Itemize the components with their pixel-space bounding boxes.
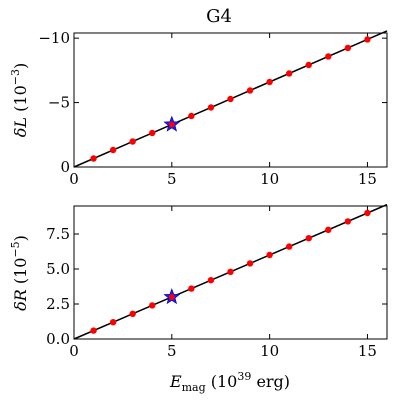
ticks-top: 0 5 10 15 0 −5 −10 (38, 29, 387, 188)
data-point-bottom (364, 209, 371, 217)
data-point-bottom (109, 319, 117, 326)
data-point-top (129, 138, 136, 145)
x-tick-label-top: 10 (260, 170, 279, 188)
x-tick-label-bottom: 5 (167, 342, 177, 360)
panel-bottom: 0 5 10 15 0.0 2.5 5.0 7.5 δR (10−5) Emag (1039 … (9, 203, 388, 394)
x-tick-label-bottom: 10 (260, 342, 279, 360)
data-point-bottom (149, 302, 156, 309)
plot-frame-top (73, 32, 388, 168)
x-tick-label-top: 0 (69, 170, 79, 188)
y-tick-label-top: 0 (60, 158, 70, 176)
data-point-top (109, 146, 117, 154)
y-tick-label-bottom: 5.0 (46, 260, 70, 278)
data-point-bottom (129, 310, 136, 317)
data-point-bottom (344, 218, 352, 225)
data-point-top (364, 36, 371, 43)
ticks-bottom: 0 5 10 15 0.0 2.5 5.0 7.5 (46, 206, 387, 360)
data-point-bottom (325, 226, 332, 233)
data-point-top (227, 95, 234, 103)
y-tick-label-bottom: 2.5 (46, 295, 70, 313)
data-point-top (246, 87, 254, 94)
data-point-bottom (227, 268, 234, 275)
y-tick-label-top: −5 (48, 94, 70, 112)
x-tick-label-top: 5 (167, 170, 177, 188)
x-tick-label-bottom: 0 (69, 342, 79, 360)
data-point-bottom (285, 243, 293, 250)
x-tick-label-bottom: 15 (358, 342, 377, 360)
data-point-top (266, 78, 273, 86)
plot-frame-bottom (73, 205, 388, 340)
data-point-top (344, 44, 352, 52)
data-point-top (207, 104, 215, 111)
data-point-top (305, 61, 312, 69)
data-point-top (149, 129, 156, 137)
points-bottom (90, 209, 371, 334)
star-center-point-bottom (168, 294, 175, 300)
data-point-top (325, 53, 332, 60)
y-tick-label-top: −10 (38, 29, 70, 47)
y-axis-label-bottom: δR (10−5) (9, 235, 30, 311)
data-point-bottom (90, 327, 97, 334)
data-point-top (188, 112, 195, 120)
panel-top: G4 0 5 10 15 0 −5 −10 δL (10−3) (9, 6, 388, 188)
x-axis-label: Emag (1039 erg) (169, 370, 290, 394)
data-point-bottom (207, 277, 215, 284)
star-center-point-top (168, 121, 175, 128)
chart-title: G4 (206, 6, 232, 27)
data-point-top (285, 70, 293, 77)
y-tick-label-bottom: 7.5 (46, 225, 70, 243)
data-point-bottom (305, 235, 312, 242)
x-tick-label-top: 15 (358, 170, 377, 188)
y-tick-label-bottom: 0.0 (46, 330, 70, 348)
data-point-bottom (266, 251, 273, 259)
data-point-bottom (188, 285, 195, 292)
y-axis-label-top: δL (10−3) (9, 63, 30, 137)
data-point-bottom (246, 260, 254, 267)
data-point-top (90, 155, 97, 162)
points-top (90, 36, 371, 162)
